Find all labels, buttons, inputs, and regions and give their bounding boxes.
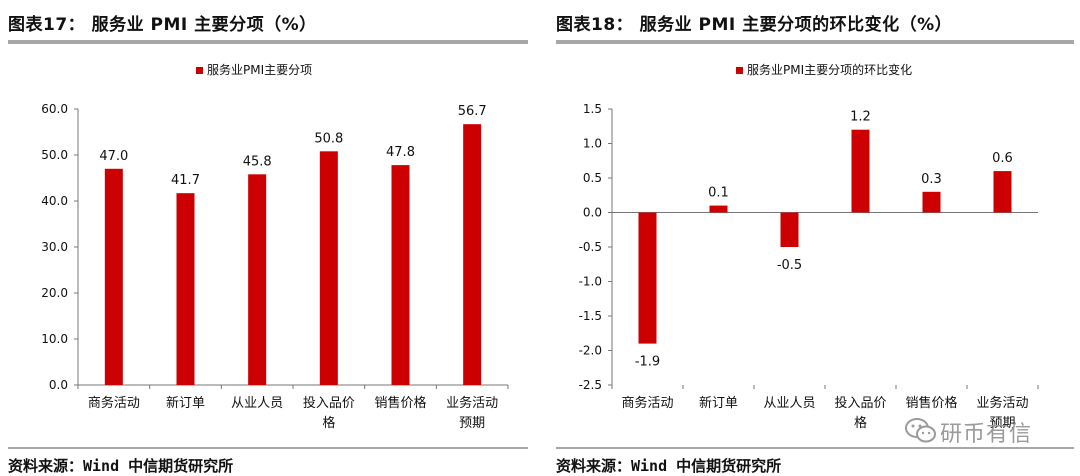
chart1-bar	[248, 174, 267, 385]
chart1-x-tick-label: 从业人员	[231, 396, 283, 411]
chart2-x-tick-label: 销售价格	[905, 395, 957, 411]
chart1-data-label: 47.0	[99, 149, 128, 164]
chart2-data-label: 0.6	[992, 151, 1013, 166]
chart2-x-tick-label: 预期	[989, 416, 1015, 431]
chart1-y-tick-label: 30.0	[41, 240, 68, 254]
chart2-data-label: 0.1	[708, 186, 729, 201]
chart1-x-tick-label: 预期	[459, 416, 485, 431]
chart1-y-tick-label: 60.0	[41, 102, 68, 116]
chart2-y-tick-label: 1.0	[583, 137, 602, 151]
chart2-x-tick-label: 业务活动	[976, 395, 1028, 411]
title-rule-left	[8, 40, 528, 44]
chart1-x-tick-label: 投入品价	[303, 395, 355, 411]
chart1-y-tick-label: 40.0	[41, 194, 68, 208]
chart2-data-label: -1.9	[635, 355, 660, 370]
chart-title-left: 图表17： 服务业 PMI 主要分项（%）	[8, 15, 317, 35]
chart2-y-tick-label: -1.0	[579, 275, 602, 289]
watermark: 研币有信	[904, 414, 1074, 447]
chart2-y-tick-label: -2.5	[579, 378, 602, 392]
chart1-y-tick-label: 20.0	[41, 286, 68, 300]
chart1-x-tick-label: 格	[322, 415, 335, 431]
chart2-bar	[780, 212, 799, 247]
chart2-bar	[922, 191, 941, 213]
chart2-data-label: 0.3	[921, 172, 942, 187]
watermark-text: 研币有信	[940, 422, 1033, 447]
wechat-icon	[905, 418, 936, 443]
chart2-y-tick-label: -0.5	[579, 240, 602, 254]
chart1-data-label: 50.8	[314, 131, 343, 146]
chart1-bar	[176, 193, 195, 385]
chart1-y-tick-label: 10.0	[41, 332, 68, 346]
chart1-data-label: 41.7	[171, 173, 200, 188]
chart-title-right: 图表18： 服务业 PMI 主要分项的环比变化（%）	[556, 15, 953, 35]
chart1-bar	[319, 151, 338, 385]
chart1-x-tick-label: 销售价格	[374, 395, 426, 411]
chart1-bar	[463, 124, 482, 386]
chart2-y-tick-label: -2.0	[579, 344, 602, 358]
chart2-data-label: 1.2	[850, 110, 871, 125]
chart2-legend-label: 服务业PMI主要分项的环比变化	[747, 62, 912, 77]
footer-rule-right	[556, 447, 1074, 449]
chart2-data-label: -0.5	[777, 258, 802, 273]
chart2-x-tick-label: 格	[854, 415, 867, 431]
chart1-data-label: 56.7	[458, 104, 487, 119]
chart1-x-tick-label: 商务活动	[88, 395, 140, 411]
chart1-y-tick-label: 0.0	[49, 378, 68, 392]
chart2-y-tick-label: 0.5	[583, 171, 602, 185]
chart1-y-tick-label: 50.0	[41, 148, 68, 162]
chart1-x-tick-label: 业务活动	[446, 395, 498, 411]
chart2-x-tick-label: 投入品价	[834, 395, 886, 411]
chart2-bar	[709, 205, 728, 213]
title-rule-right	[556, 40, 1074, 44]
chart1-x-tick-label: 新订单	[166, 395, 205, 411]
chart2-y-tick-label: 1.5	[583, 102, 602, 116]
chart2-bar	[993, 171, 1012, 213]
source-left: 资料来源：Wind 中信期货研究所	[8, 457, 234, 475]
chart2-x-tick-label: 新订单	[699, 395, 738, 411]
footer-rule-left	[8, 447, 528, 449]
chart2-bar	[851, 129, 870, 213]
chart1-data-label: 47.8	[386, 145, 415, 160]
chart2-bar	[638, 212, 657, 344]
chart2-x-tick-label: 商务活动	[621, 395, 673, 411]
chart2-legend-swatch	[736, 67, 743, 74]
chart1-legend-label: 服务业PMI主要分项	[207, 62, 312, 77]
chart2-x-tick-label: 从业人员	[763, 396, 815, 411]
chart1-data-label: 45.8	[243, 154, 272, 169]
source-right: 资料来源：Wind 中信期货研究所	[556, 457, 782, 475]
chart2-y-tick-label: -1.5	[579, 309, 602, 323]
chart1-legend-swatch	[196, 67, 203, 74]
chart2-y-tick-label: 0.0	[583, 206, 602, 220]
chart1-bar	[104, 168, 123, 385]
chart1-bar	[391, 165, 410, 385]
